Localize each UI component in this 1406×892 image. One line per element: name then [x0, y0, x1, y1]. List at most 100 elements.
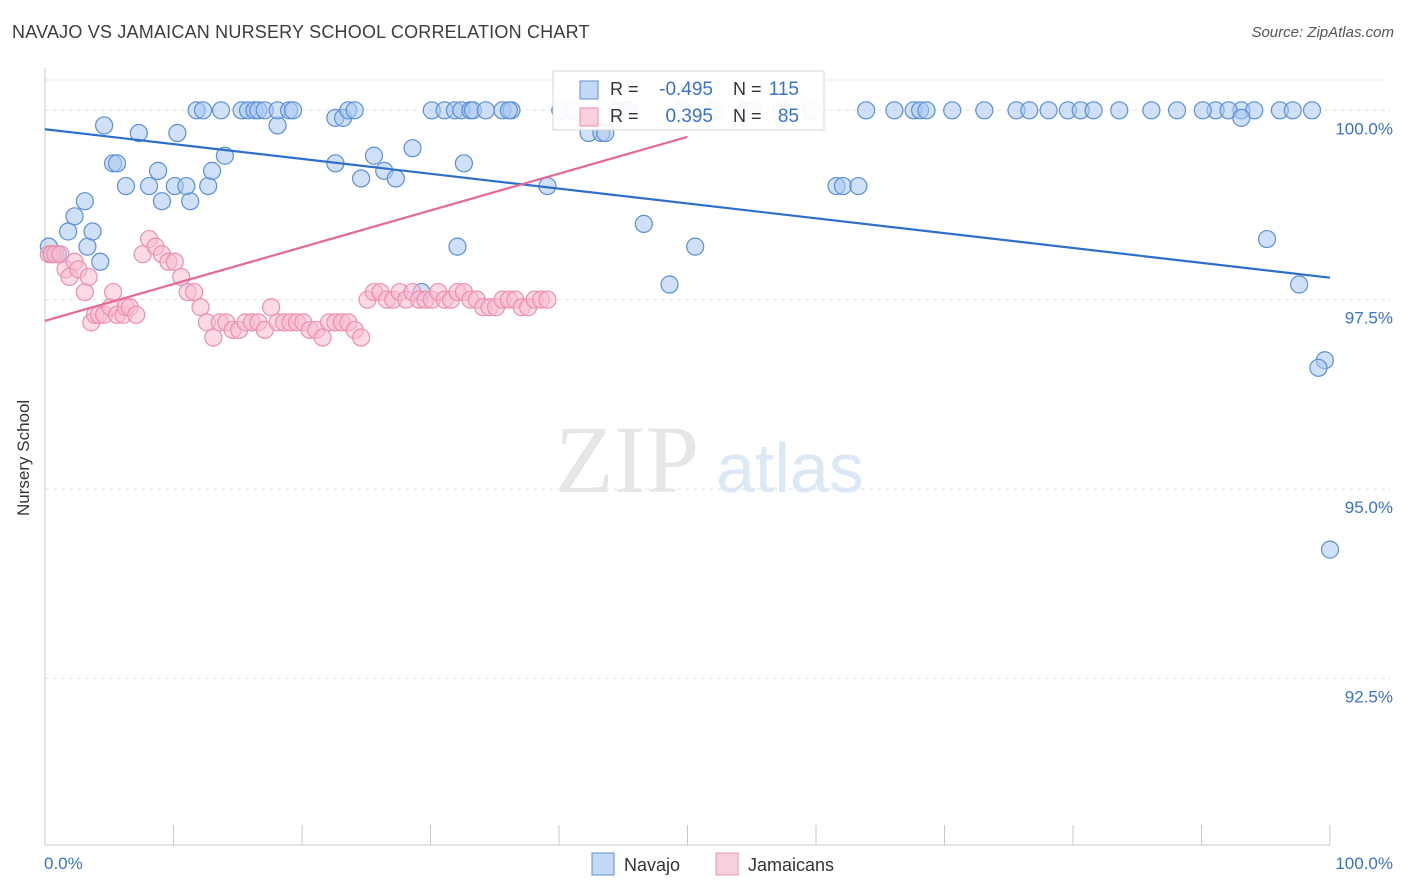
- stats-n-label: N =: [733, 106, 762, 126]
- navajo-point: [634, 214, 653, 234]
- navajo-point: [202, 161, 222, 180]
- navajo-point: [386, 169, 405, 188]
- navajo-point: [1039, 101, 1058, 120]
- navajo-point: [65, 207, 84, 226]
- y-tick-label: 92.5%: [1345, 687, 1393, 706]
- navajo-point: [83, 222, 102, 241]
- trend-line-navajo: [44, 128, 1331, 279]
- jamaican-point: [191, 298, 210, 317]
- navajo-point: [129, 123, 148, 143]
- navajo-point: [211, 101, 231, 120]
- navajo-point: [139, 176, 159, 196]
- navajo-point: [193, 101, 213, 120]
- axes: [44, 68, 1331, 846]
- navajo-point: [1167, 101, 1187, 120]
- navajo-point: [177, 176, 196, 196]
- jamaican-point: [104, 282, 123, 302]
- jamaican-point: [75, 282, 94, 302]
- y-tick-label: 97.5%: [1345, 309, 1393, 328]
- jamaican-point: [352, 328, 371, 347]
- navajo-point: [1257, 229, 1277, 249]
- source-label: Source: ZipAtlas.com: [1251, 24, 1394, 41]
- jamaican-point: [184, 282, 204, 302]
- jamaican-points: [39, 229, 557, 347]
- navajo-point: [975, 101, 994, 120]
- navajo-point: [116, 176, 136, 196]
- navajo-point: [1283, 101, 1302, 120]
- navajo-point: [1309, 358, 1328, 377]
- navajo-point: [59, 222, 78, 241]
- jamaican-point: [79, 267, 98, 287]
- navajo-point: [1290, 275, 1309, 294]
- navajo-point: [1084, 101, 1103, 120]
- navajo-point: [686, 237, 705, 256]
- navajo-point: [849, 176, 868, 196]
- navajo-point: [75, 192, 94, 211]
- navajo-point: [168, 123, 187, 143]
- legend-swatch: [715, 852, 739, 876]
- navajo-point: [448, 237, 467, 256]
- navajo-point: [199, 176, 218, 196]
- navajo-point: [1302, 101, 1322, 120]
- navajo-point: [283, 101, 303, 120]
- jamaican-point: [313, 328, 332, 347]
- navajo-point: [660, 275, 679, 294]
- navajo-point: [1193, 101, 1212, 120]
- navajo-point: [148, 161, 168, 180]
- navajo-point: [917, 101, 936, 120]
- jamaican-point: [262, 298, 281, 317]
- navajo-point: [181, 192, 200, 211]
- stats-swatch: [579, 80, 599, 100]
- stats-n-value: 115: [769, 79, 799, 100]
- stats-r-value: 0.395: [665, 106, 713, 127]
- y-tick-label: 100.0%: [1335, 119, 1393, 138]
- y-axis-label: Nursery School: [14, 399, 33, 516]
- jamaican-point: [165, 252, 184, 271]
- navajo-point: [91, 252, 110, 271]
- x-tick-label: 100.0%: [1335, 854, 1393, 873]
- navajo-point: [1142, 101, 1161, 120]
- navajo-point: [364, 146, 384, 165]
- watermark-atlas: atlas: [716, 429, 864, 507]
- y-axis-label-wrap: Nursery School: [14, 340, 34, 516]
- navajo-point: [78, 237, 97, 256]
- navajo-point: [352, 169, 371, 188]
- navajo-point: [833, 176, 853, 196]
- navajo-point: [857, 101, 876, 120]
- navajo-point: [499, 101, 518, 120]
- stats-r-value: -0.495: [659, 79, 713, 100]
- navajo-point: [454, 154, 474, 173]
- navajo-point: [476, 101, 495, 120]
- navajo-point: [152, 192, 172, 211]
- stats-swatch: [579, 107, 599, 127]
- jamaican-point: [204, 328, 223, 347]
- stats-n-label: N =: [733, 79, 762, 99]
- x-tick-label: 0.0%: [44, 854, 83, 873]
- navajo-point: [1232, 108, 1251, 127]
- legend-label: Navajo: [624, 855, 680, 875]
- stats-r-label: R =: [610, 106, 639, 126]
- navajo-point: [403, 139, 422, 158]
- stats-n-value: 85: [778, 106, 799, 127]
- navajo-point: [345, 101, 364, 120]
- legend-swatch: [591, 852, 615, 876]
- navajo-point: [1020, 101, 1039, 120]
- navajo-point: [1320, 540, 1340, 559]
- jamaican-point: [538, 290, 557, 309]
- legend-label: Jamaicans: [748, 855, 834, 875]
- chart-title: NAVAJO VS JAMAICAN NURSERY SCHOOL CORREL…: [12, 22, 590, 42]
- stats-r-label: R =: [610, 79, 639, 99]
- jamaican-point: [127, 305, 146, 324]
- navajo-point: [885, 101, 904, 120]
- watermark: ZIP atlas: [555, 406, 864, 513]
- watermark-zip: ZIP: [555, 406, 699, 513]
- navajo-point: [943, 101, 962, 120]
- tick-labels: 100.0% 97.5% 95.0% 92.5% 0.0% 100.0%: [44, 119, 1393, 873]
- trend-lines: [44, 128, 1331, 322]
- navajo-point: [95, 116, 114, 135]
- legend: Navajo Jamaicans: [591, 852, 834, 876]
- y-tick-label: 95.0%: [1345, 498, 1393, 517]
- navajo-point: [107, 154, 127, 173]
- stats-box: R = -0.495 N = 115 R = 0.395 N = 85: [552, 70, 825, 131]
